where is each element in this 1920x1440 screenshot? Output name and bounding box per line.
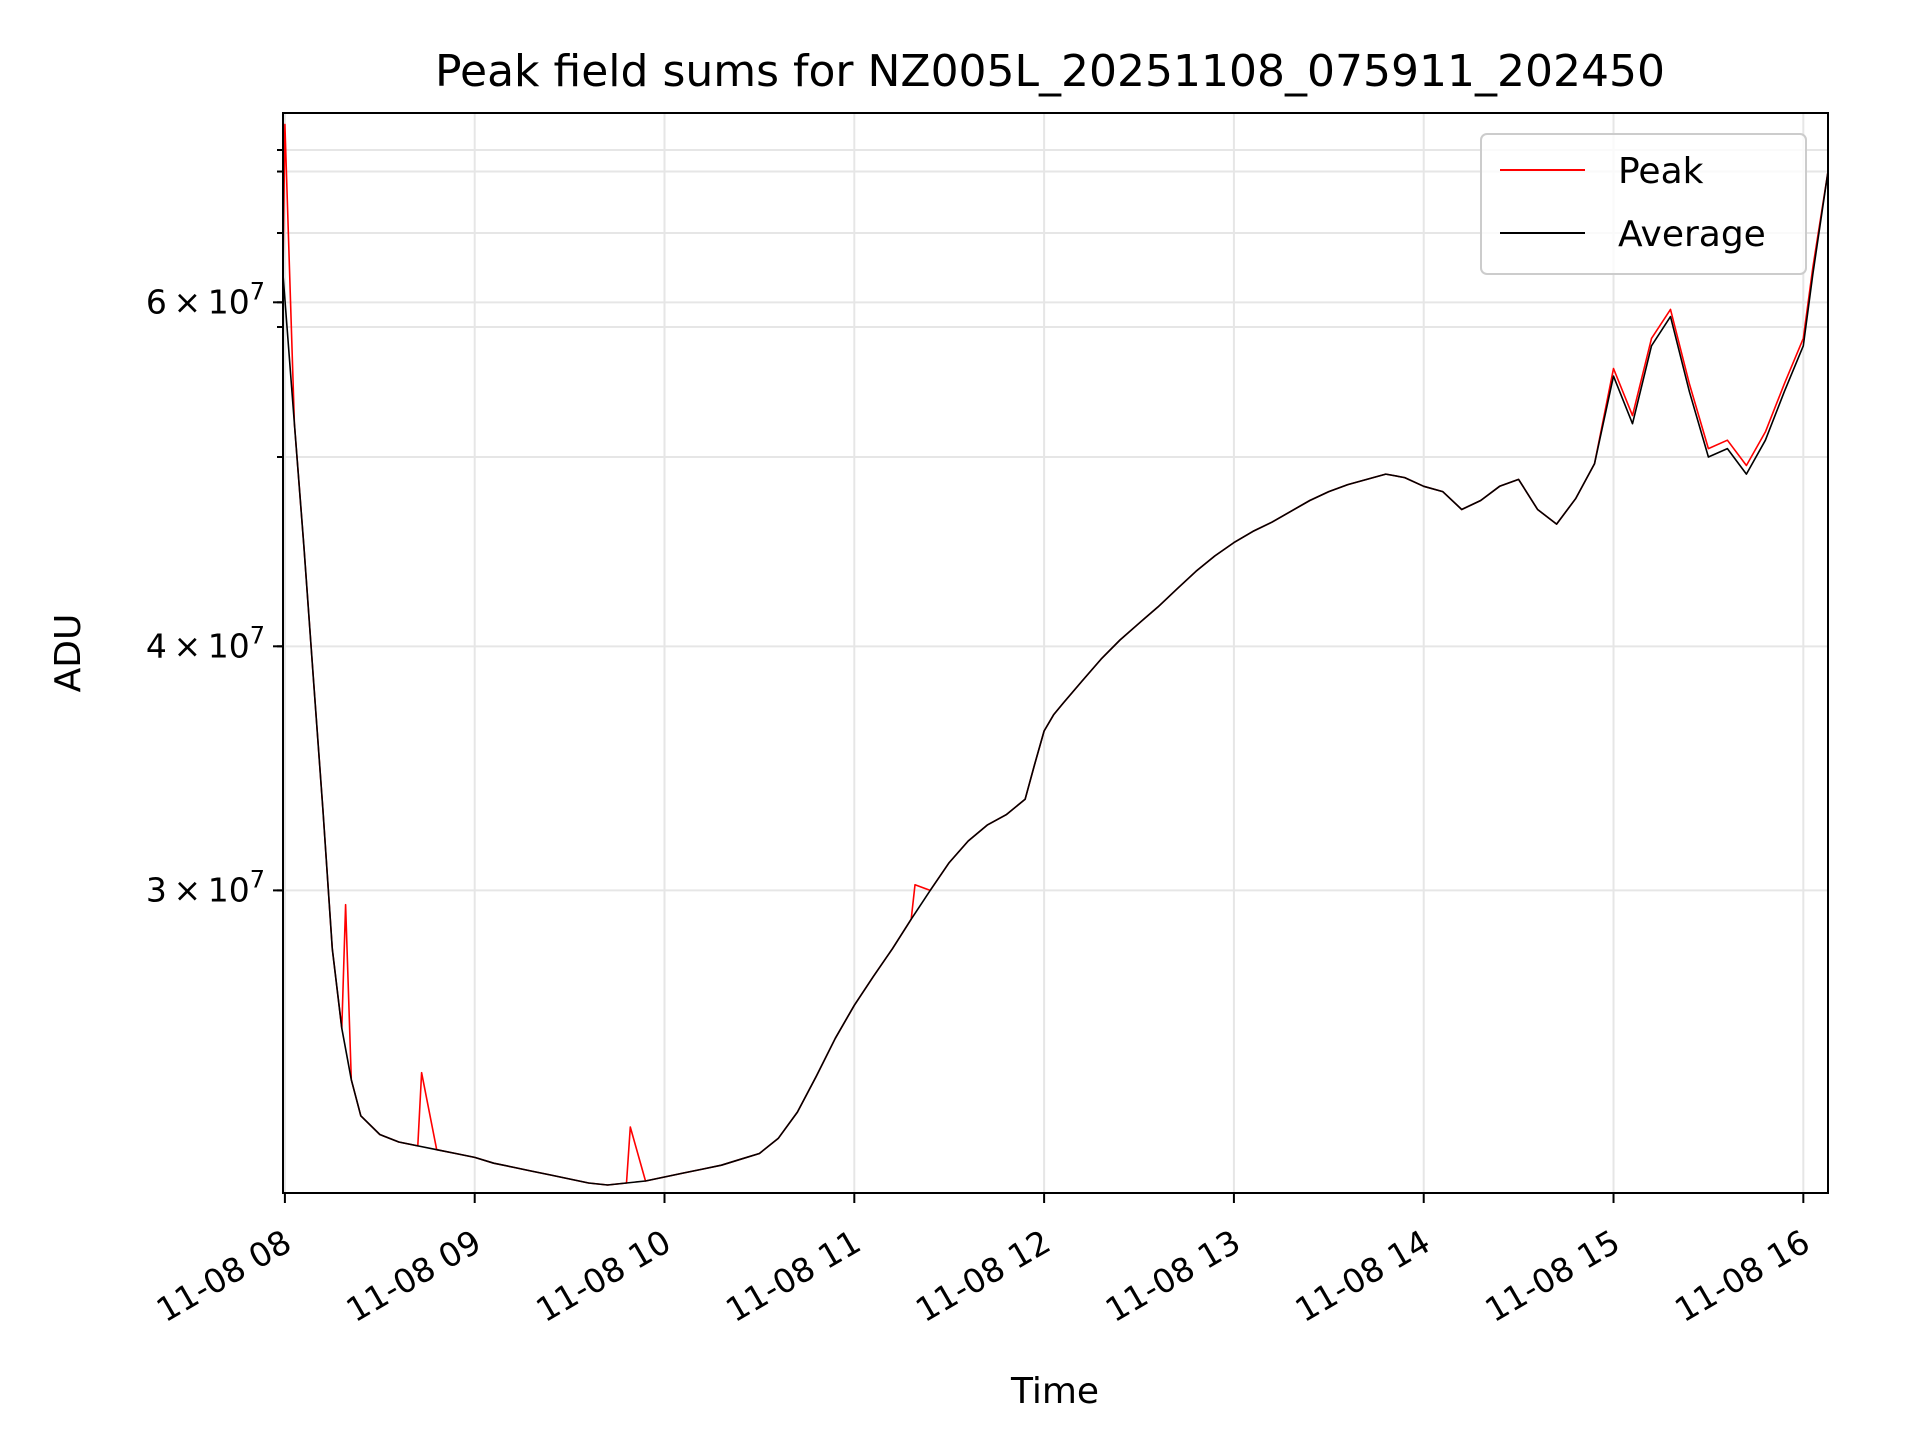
legend-label-peak: Peak	[1618, 151, 1704, 192]
x-axis-label: Time	[1010, 1371, 1099, 1412]
y-axis-label: ADU	[48, 614, 89, 693]
y-tick-label: 3 × 107	[146, 865, 265, 909]
y-tick-label: 6 × 107	[146, 277, 265, 321]
y-axis: 3 × 107 4 × 107 6 × 107	[146, 149, 283, 909]
chart-title: Peak field sums for NZ005L_20251108_0759…	[435, 46, 1665, 97]
series-layer	[282, 123, 1829, 1186]
y-tick-label: 4 × 107	[146, 621, 265, 665]
legend-label-average: Average	[1618, 214, 1766, 255]
grid	[283, 113, 1828, 1193]
plot-frame	[282, 112, 1829, 1194]
series-line-average	[282, 171, 1829, 1186]
legend: Peak Average	[1480, 133, 1807, 275]
